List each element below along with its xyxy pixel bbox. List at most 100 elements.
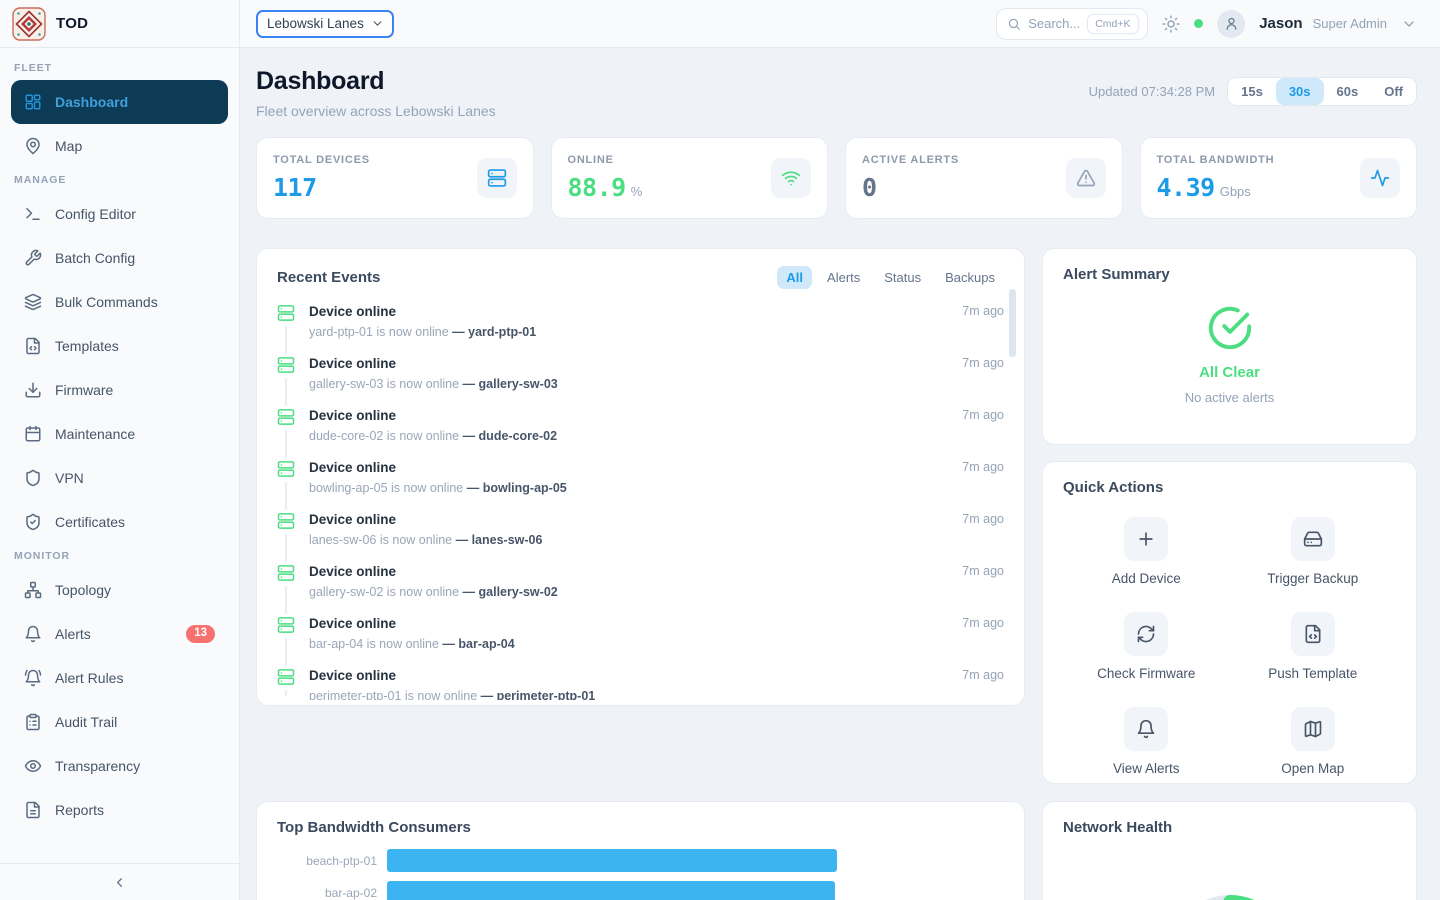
sidebar-item-batch-config[interactable]: Batch Config [11, 236, 228, 280]
file-text-icon [26, 801, 40, 819]
network-icon [24, 581, 42, 599]
event-icon-wrap [277, 458, 295, 482]
event-row[interactable]: Device online lanes-sw-06 is now online … [277, 510, 1004, 547]
sidebar-item-label: Firmware [55, 382, 114, 398]
stat-value: 88.9 [567, 173, 627, 202]
file-code-icon [26, 337, 40, 355]
event-icon-wrap [277, 666, 295, 690]
sidebar-item-alert-rules[interactable]: Alert Rules [11, 656, 228, 700]
stat-label: TOTAL DEVICES [273, 154, 370, 166]
bell-ring-icon [24, 669, 42, 687]
quick-action-label: View Alerts [1112, 761, 1180, 776]
org-selector[interactable]: Lebowski Lanes [256, 9, 394, 38]
main-content: Dashboard Fleet overview across Lebowski… [240, 48, 1440, 900]
quick-action-open-map[interactable]: Open Map [1230, 707, 1397, 776]
sidebar-item-audit-trail[interactable]: Audit Trail [11, 700, 228, 744]
event-icon-wrap [277, 406, 295, 430]
quick-action-label: Add Device [1111, 571, 1181, 586]
avatar[interactable] [1217, 9, 1246, 38]
network-health-title: Network Health [1063, 819, 1173, 836]
file-code-icon [1305, 624, 1321, 644]
clipboard-list-icon [26, 713, 40, 731]
quick-action-view-alerts[interactable]: View Alerts [1063, 707, 1230, 776]
sidebar-item-firmware[interactable]: Firmware [11, 368, 228, 412]
search-input[interactable] [1028, 16, 1081, 31]
events-list: Device online yard-ptp-01 is now online … [277, 302, 1004, 700]
theme-toggle-sun-icon[interactable] [1162, 14, 1180, 33]
sidebar-item-bulk-commands[interactable]: Bulk Commands [11, 280, 228, 324]
bandwidth-device-label: beach-ptp-01 [306, 853, 377, 868]
quick-action-check-firmware[interactable]: Check Firmware [1063, 612, 1230, 681]
event-row[interactable]: Device online bar-ap-04 is now online — … [277, 614, 1004, 651]
sidebar-collapse-button[interactable] [0, 863, 239, 900]
event-row[interactable]: Device online bowling-ap-05 is now onlin… [277, 458, 1004, 495]
event-icon-wrap [277, 354, 295, 378]
refresh-interval-off[interactable]: Off [1371, 78, 1416, 105]
stat-value: 117 [273, 173, 317, 202]
server-icon [277, 357, 295, 373]
user-menu-chevron-down-icon[interactable] [1401, 16, 1417, 32]
calendar-icon [25, 425, 41, 442]
events-filter-all[interactable]: All [777, 266, 813, 289]
event-description: lanes-sw-06 is now online — lanes-sw-06 [309, 533, 543, 547]
dashboard-icon [25, 94, 41, 110]
refresh-interval-30s[interactable]: 30s [1275, 78, 1324, 105]
event-row[interactable]: Device online yard-ptp-01 is now online … [277, 302, 1004, 339]
sidebar-item-dashboard[interactable]: Dashboard [11, 80, 228, 124]
event-time: 7m ago [962, 460, 1004, 474]
alert-triangle-icon [1076, 169, 1095, 187]
global-search[interactable]: Cmd+K [996, 7, 1149, 40]
page-title: Dashboard [256, 67, 385, 95]
sidebar-item-templates[interactable]: Templates [11, 324, 228, 368]
quick-action-add-device[interactable]: Add Device [1063, 517, 1230, 586]
chevron-left-icon [117, 877, 122, 887]
bell-icon [25, 625, 41, 643]
alert-summary-card: Alert Summary All Clear No active alerts [1042, 248, 1417, 445]
event-icon-wrap [277, 510, 295, 534]
event-row[interactable]: Device online perimeter-ptp-01 is now on… [277, 666, 1004, 700]
bell-icon [1137, 719, 1155, 739]
hard-drive-icon [1303, 531, 1322, 547]
sidebar-item-reports[interactable]: Reports [11, 788, 228, 832]
quick-action-push-template[interactable]: Push Template [1230, 612, 1397, 681]
events-filter-tabs: All Alerts Status Backups [777, 266, 1004, 289]
chevron-down-icon[interactable] [371, 17, 384, 30]
sidebar-item-label: Audit Trail [55, 714, 118, 730]
sidebar-item-maintenance[interactable]: Maintenance [11, 412, 228, 456]
sidebar-item-topology[interactable]: Topology [11, 568, 228, 612]
stat-icon-tile [1065, 158, 1106, 198]
sidebar-item-config-editor[interactable]: Config Editor [11, 192, 228, 236]
event-title: Device online [309, 668, 397, 683]
event-title: Device online [309, 564, 397, 579]
refresh-interval-15s[interactable]: 15s [1228, 78, 1276, 105]
events-scrollbar-thumb[interactable] [1009, 289, 1016, 357]
sidebar-item-vpn[interactable]: VPN [11, 456, 228, 500]
events-filter-status[interactable]: Status [884, 270, 922, 285]
server-icon [277, 513, 295, 529]
search-icon [1008, 18, 1021, 30]
alert-summary-title: Alert Summary [1063, 266, 1170, 283]
sidebar-item-label: Maintenance [55, 426, 136, 442]
bandwidth-device-label: bar-ap-02 [324, 885, 377, 900]
sidebar: FLEET Dashboard Map MANAGE Config Editor Batc… [0, 48, 240, 900]
quick-action-trigger-backup[interactable]: Trigger Backup [1230, 517, 1397, 586]
sidebar-item-transparency[interactable]: Transparency [11, 744, 228, 788]
sidebar-item-alerts[interactable]: Alerts 13 [11, 612, 228, 656]
quick-action-tile [1124, 517, 1169, 561]
events-filter-alerts[interactable]: Alerts [827, 270, 861, 285]
user-name: Jason [1259, 15, 1303, 32]
bandwidth-card: Top Bandwidth Consumers beach-ptp-01 bar… [256, 801, 1025, 900]
event-title: Device online [309, 616, 397, 631]
stat-label: ACTIVE ALERTS [862, 154, 959, 166]
server-icon [277, 617, 295, 633]
event-row[interactable]: Device online gallery-sw-02 is now onlin… [277, 562, 1004, 599]
sidebar-item-map[interactable]: Map [11, 124, 228, 168]
sidebar-item-certificates[interactable]: Certificates [11, 500, 228, 544]
updated-timestamp: Updated 07:34:28 PM [1088, 84, 1216, 99]
event-row[interactable]: Device online gallery-sw-03 is now onlin… [277, 354, 1004, 391]
stat-icon-tile [1360, 158, 1400, 198]
refresh-interval-60s[interactable]: 60s [1324, 78, 1372, 105]
stat-unit: % [630, 184, 643, 199]
event-row[interactable]: Device online dude-core-02 is now online… [277, 406, 1004, 443]
events-filter-backups[interactable]: Backups [945, 270, 995, 285]
